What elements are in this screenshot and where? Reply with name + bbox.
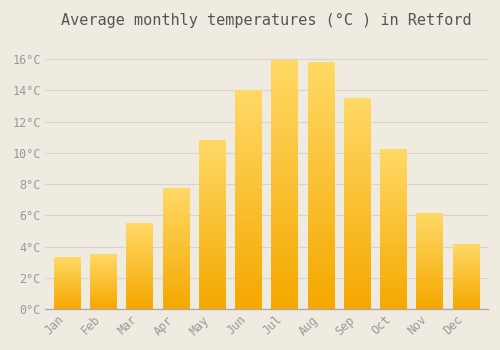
Title: Average monthly temperatures (°C ) in Retford: Average monthly temperatures (°C ) in Re… (61, 13, 472, 28)
